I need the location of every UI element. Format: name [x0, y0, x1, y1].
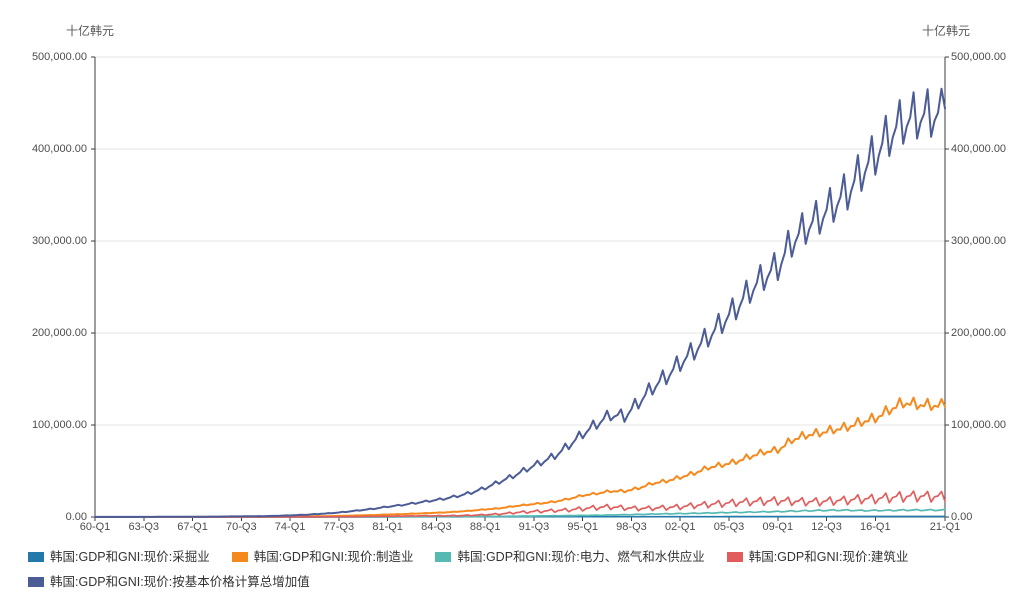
y-tick-label: 400,000.00: [31, 143, 87, 155]
y-tick-label: 200,000.00: [31, 327, 87, 339]
legend-label: 韩国:GDP和GNI:现价:电力、燃气和水供应业: [457, 550, 705, 564]
y-tick-label: 500,000.00: [31, 51, 87, 63]
x-tick-label: 67-Q1: [177, 521, 208, 533]
x-tick-label: 98-Q3: [616, 521, 647, 533]
legend-item-mining[interactable]: 韩国:GDP和GNI:现价:采掘业: [28, 549, 210, 565]
x-tick-label: 77-Q3: [323, 521, 355, 533]
x-tick-label: 12-Q3: [811, 521, 842, 533]
legend-swatch-icon: [435, 552, 452, 562]
x-tick-label: 95-Q1: [567, 521, 598, 533]
legend: 韩国:GDP和GNI:现价:采掘业 韩国:GDP和GNI:现价:制造业 韩国:GDP…: [28, 549, 996, 590]
legend-label: 韩国:GDP和GNI:现价:制造业: [253, 550, 414, 564]
x-tick-label: 91-Q3: [518, 521, 550, 533]
x-tick-label: 09-Q1: [762, 521, 794, 533]
x-tick-label: 63-Q3: [128, 521, 160, 533]
x-tick-label: 21-Q1: [929, 521, 961, 533]
x-tick-label: 16-Q1: [860, 521, 891, 533]
legend-swatch-icon: [28, 552, 44, 562]
legend-label: 韩国:GDP和GNI:现价:建筑业: [748, 550, 909, 564]
y-tick-label: 400,000.00: [951, 143, 1007, 155]
x-tick-label: 05-Q3: [713, 521, 745, 533]
x-tick-label: 81-Q1: [372, 521, 403, 533]
x-tick-label: 88-Q1: [469, 521, 501, 533]
x-tick-label: 70-Q3: [226, 521, 257, 533]
y-tick-label: 0.00: [951, 511, 973, 523]
y-axis-unit-left: 十亿韩元: [66, 24, 115, 38]
y-tick-label: 200,000.00: [951, 327, 1007, 339]
y-tick-label: 300,000.00: [31, 235, 87, 247]
x-tick-label: 02-Q1: [664, 521, 696, 533]
y-tick-label: 0.00: [65, 511, 87, 523]
legend-item-electricity-gas-water[interactable]: 韩国:GDP和GNI:现价:电力、燃气和水供应业: [435, 549, 705, 565]
legend-label: 韩国:GDP和GNI:现价:按基本价格计算总增加值: [50, 575, 310, 589]
legend-swatch-icon: [28, 577, 44, 587]
legend-item-manufacturing[interactable]: 韩国:GDP和GNI:现价:制造业: [231, 549, 414, 565]
y-tick-label: 100,000.00: [31, 419, 87, 431]
x-tick-label: 84-Q3: [421, 521, 452, 533]
y-axis-unit-right: 十亿韩元: [922, 24, 971, 38]
y-tick-label: 100,000.00: [951, 419, 1007, 431]
series-line-construction: [94, 490, 946, 518]
legend-item-total-gva[interactable]: 韩国:GDP和GNI:现价:按基本价格计算总增加值: [28, 574, 310, 590]
x-tick-label: 74-Q1: [274, 521, 306, 533]
legend-item-construction[interactable]: 韩国:GDP和GNI:现价:建筑业: [726, 549, 909, 565]
x-tick-label: 60-Q1: [79, 521, 111, 533]
legend-swatch-icon: [231, 552, 248, 562]
y-tick-label: 500,000.00: [951, 51, 1007, 63]
y-tick-label: 300,000.00: [951, 235, 1007, 247]
legend-swatch-icon: [726, 552, 743, 562]
legend-label: 韩国:GDP和GNI:现价:采掘业: [50, 550, 210, 564]
series-line-total-gva: [94, 87, 946, 518]
